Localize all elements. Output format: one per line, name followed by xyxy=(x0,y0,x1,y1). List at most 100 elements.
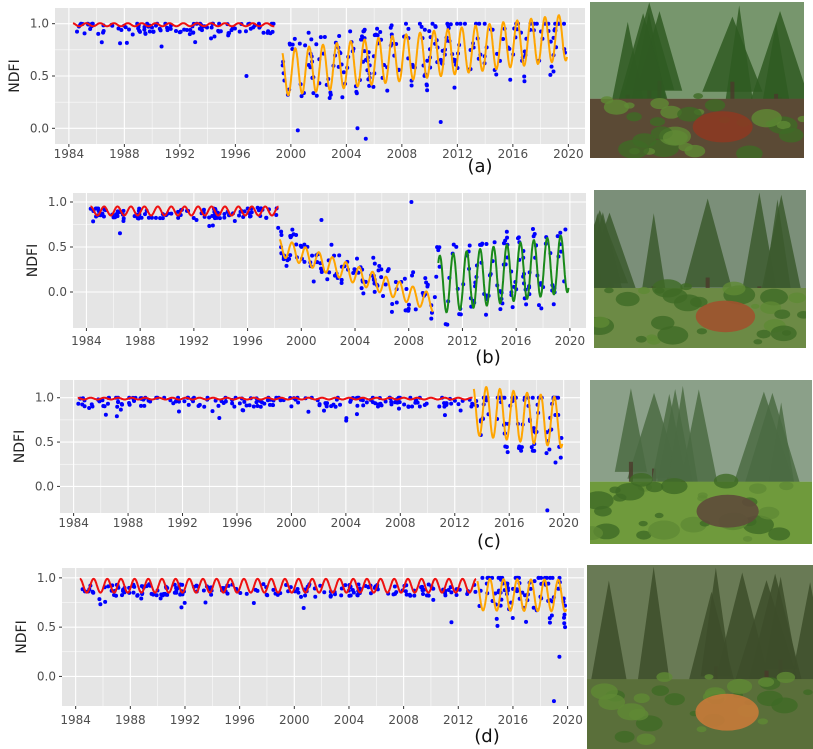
data-point xyxy=(180,582,185,587)
data-point xyxy=(534,21,539,26)
shrub xyxy=(618,139,650,158)
data-point xyxy=(553,460,558,465)
data-point xyxy=(539,575,544,580)
data-point xyxy=(477,21,482,26)
data-point xyxy=(426,593,431,598)
fitted-segment-line xyxy=(472,386,564,449)
y-tick-label: 0.0 xyxy=(30,121,49,135)
data-point xyxy=(339,593,344,598)
conifer-tree xyxy=(666,385,700,492)
data-point xyxy=(151,592,156,597)
data-point xyxy=(422,27,427,32)
data-point xyxy=(547,620,552,625)
conifer-tree xyxy=(615,13,671,110)
data-point xyxy=(406,302,411,307)
data-point xyxy=(558,455,563,460)
data-point xyxy=(101,28,106,33)
data-point xyxy=(216,28,221,33)
data-point xyxy=(412,593,417,598)
data-point xyxy=(337,33,342,38)
data-point xyxy=(516,446,521,451)
shrub xyxy=(590,683,618,700)
data-point xyxy=(210,223,215,228)
shrub xyxy=(713,473,739,489)
x-tick-label: 1984 xyxy=(71,334,102,348)
data-point xyxy=(197,402,202,407)
data-point xyxy=(325,277,330,282)
conifer-tree xyxy=(588,580,629,693)
data-point xyxy=(360,398,365,403)
data-point xyxy=(389,399,394,404)
data-point xyxy=(313,594,318,599)
data-point xyxy=(321,408,326,413)
data-point xyxy=(431,597,436,602)
shrub xyxy=(751,109,782,128)
forest-photo-c xyxy=(590,380,812,544)
shrub xyxy=(774,309,791,320)
data-point xyxy=(438,120,443,125)
data-point xyxy=(433,24,438,29)
data-point xyxy=(442,413,447,418)
data-point xyxy=(169,211,174,216)
data-point xyxy=(423,276,428,281)
data-point xyxy=(406,404,411,409)
data-point xyxy=(449,590,454,595)
data-point xyxy=(232,218,237,223)
fitted-segment-line xyxy=(72,22,275,28)
data-point xyxy=(402,402,407,407)
data-point xyxy=(551,69,556,74)
data-point xyxy=(502,395,507,400)
data-point xyxy=(404,286,409,291)
data-point xyxy=(515,589,520,594)
data-point xyxy=(410,273,415,278)
x-tick-label: 1992 xyxy=(170,713,201,727)
chart-panel-b: 1984 1988 1992 1996 2000 2004 2008 2012 2016 2020… xyxy=(25,193,586,368)
conifer-tree xyxy=(640,213,667,297)
data-point xyxy=(87,406,92,411)
data-point xyxy=(363,136,368,141)
data-point xyxy=(306,30,311,35)
data-point xyxy=(359,286,364,291)
data-point xyxy=(438,57,443,62)
data-point xyxy=(209,592,214,597)
data-point xyxy=(117,231,122,236)
shrub xyxy=(778,127,804,143)
data-point xyxy=(275,592,280,597)
shrub xyxy=(636,530,652,540)
data-point xyxy=(232,26,237,31)
shrub xyxy=(697,492,708,499)
y-tick-label: 0.5 xyxy=(30,69,49,83)
data-point xyxy=(248,26,253,31)
shrub xyxy=(590,526,604,540)
shrub xyxy=(651,315,675,330)
data-point xyxy=(232,404,237,409)
data-point xyxy=(123,25,128,30)
data-point xyxy=(409,200,414,204)
shrub xyxy=(680,516,707,533)
data-point xyxy=(130,32,135,37)
data-point xyxy=(142,27,147,32)
data-point xyxy=(222,215,227,220)
data-point xyxy=(99,40,104,45)
data-point xyxy=(372,289,377,294)
data-point xyxy=(100,211,105,216)
data-point xyxy=(453,57,458,62)
data-point xyxy=(413,307,418,312)
data-point xyxy=(217,415,222,420)
data-point xyxy=(121,218,126,223)
y-tick-label: 0.0 xyxy=(48,285,67,299)
shrub xyxy=(803,689,813,696)
shrub xyxy=(662,288,688,304)
shrub xyxy=(635,335,647,343)
data-point xyxy=(451,242,456,247)
data-point xyxy=(91,590,96,595)
data-point xyxy=(529,445,534,450)
data-point xyxy=(289,233,294,238)
data-point xyxy=(136,26,141,31)
shrub xyxy=(704,99,726,112)
data-point xyxy=(510,616,515,621)
data-point xyxy=(114,414,119,419)
shrub xyxy=(646,334,658,341)
data-point xyxy=(299,594,304,599)
data-point xyxy=(367,83,372,88)
